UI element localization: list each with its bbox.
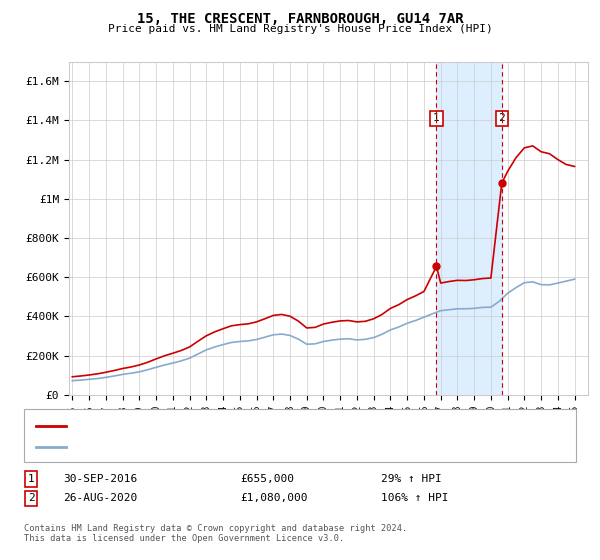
Text: 106% ↑ HPI: 106% ↑ HPI: [381, 493, 449, 503]
Bar: [436, 62, 502, 395]
Text: 26-AUG-2020: 26-AUG-2020: [63, 493, 137, 503]
Text: 1: 1: [28, 474, 35, 484]
Text: £1,080,000: £1,080,000: [240, 493, 308, 503]
Text: 15, THE CRESCENT, FARNBOROUGH, GU14 7AR (detached house): 15, THE CRESCENT, FARNBOROUGH, GU14 7AR …: [75, 421, 425, 431]
Text: 29% ↑ HPI: 29% ↑ HPI: [381, 474, 442, 484]
Text: 2: 2: [499, 114, 505, 123]
Text: 15, THE CRESCENT, FARNBOROUGH, GU14 7AR: 15, THE CRESCENT, FARNBOROUGH, GU14 7AR: [137, 12, 463, 26]
Text: HPI: Average price, detached house, Rushmoor: HPI: Average price, detached house, Rush…: [75, 442, 350, 452]
Text: 2: 2: [28, 493, 35, 503]
Text: 30-SEP-2016: 30-SEP-2016: [63, 474, 137, 484]
Text: £655,000: £655,000: [240, 474, 294, 484]
Text: Price paid vs. HM Land Registry's House Price Index (HPI): Price paid vs. HM Land Registry's House …: [107, 24, 493, 34]
Text: Contains HM Land Registry data © Crown copyright and database right 2024.
This d: Contains HM Land Registry data © Crown c…: [24, 524, 407, 543]
Text: 1: 1: [433, 114, 440, 123]
